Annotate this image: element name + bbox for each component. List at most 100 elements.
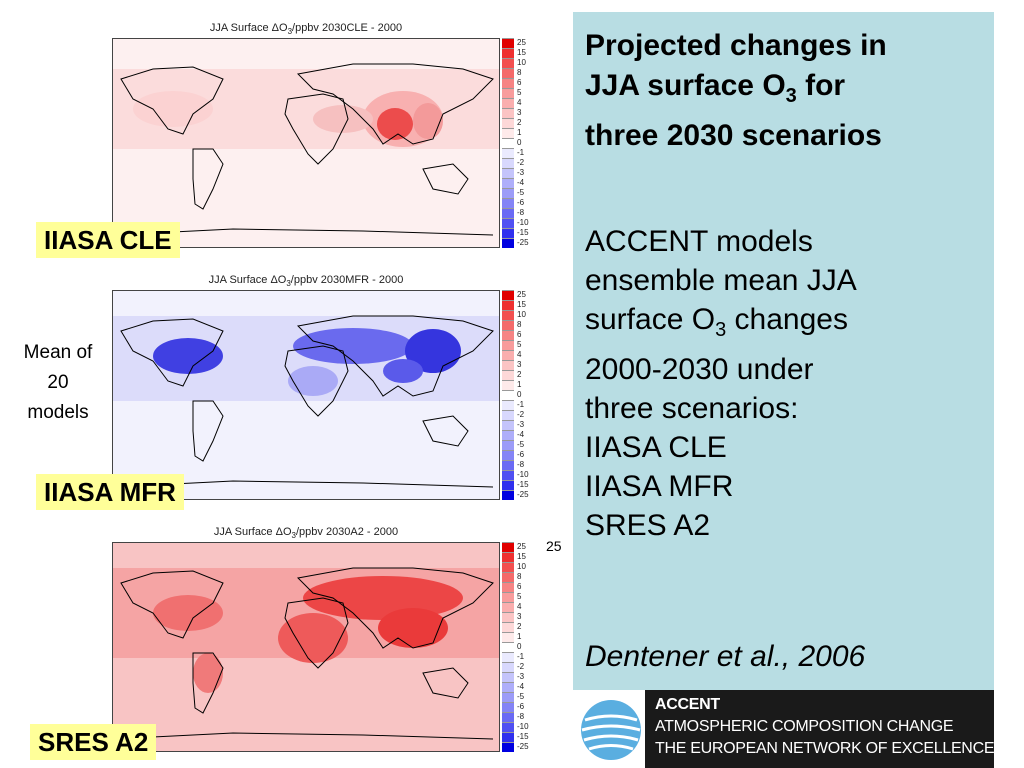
colorbar-tick-label: -25 (517, 742, 529, 751)
colorbar-swatch (502, 128, 514, 138)
colorbar-tick-label: 3 (517, 108, 522, 117)
colorbar-tick-label: -6 (517, 450, 525, 459)
colorbar-tick-label: -25 (517, 490, 529, 499)
colorbar-tick-label: 5 (517, 592, 522, 601)
colorbar-tick-label: 15 (517, 300, 526, 309)
colorbar-swatch (502, 38, 514, 48)
map-panel-a2: JJA Surface ΔO3/ppbv 2030A2 - 2000 25 1 5 1… (112, 522, 529, 756)
logo-line-accent: ACCENT (655, 696, 720, 713)
ozone-map-mfr (113, 291, 499, 499)
scenario-label-a2: SRES A2 (30, 724, 157, 760)
colorbar-tick-label: 4 (517, 98, 522, 107)
map-title-mfr: JJA Surface ΔO3/ppbv 2030MFR - 2000 (208, 274, 404, 289)
colorbar-swatch (502, 742, 514, 752)
colorbar-swatch (502, 320, 514, 330)
colorbar-tick-label: -5 (517, 188, 525, 197)
mean-of-models-note: Mean of 20 models (23, 342, 93, 423)
colorbar-swatch (502, 360, 514, 370)
colorbar-swatch (502, 380, 514, 390)
colorbar-tick-label: -2 (517, 662, 525, 671)
colorbar-swatch (502, 420, 514, 430)
colorbar-tick-label: 1 (517, 632, 522, 641)
colorbar-swatch (502, 390, 514, 400)
colorbar-tick-label: 25 (517, 542, 526, 551)
colorbar-swatch (502, 552, 514, 562)
colorbar-tick-label: 8 (517, 320, 522, 329)
colorbar-swatch (502, 188, 514, 198)
colorbar-tick-label: 0 (517, 642, 522, 651)
colorbar-tick-label: -5 (517, 692, 525, 701)
accent-logo-text: ACCENT ATMOSPHERIC COMPOSITION CHANGE TH… (645, 690, 995, 768)
colorbar-tick-label: -6 (517, 702, 525, 711)
colorbar-tick-label: -5 (517, 440, 525, 449)
colorbar-swatch (502, 98, 514, 108)
colorbar-swatch (502, 672, 514, 682)
citation: Dentener et al., 2006 (585, 640, 866, 673)
colorbar-tick-label: 6 (517, 582, 522, 591)
colorbar-swatch (502, 682, 514, 692)
colorbar-swatch (502, 118, 514, 128)
colorbar-swatch (502, 430, 514, 440)
colorbar-swatch (502, 68, 514, 78)
colorbar-tick-label: 15 (517, 48, 526, 57)
scenario-label-cle: IIASA CLE (36, 222, 180, 258)
colorbar-swatch (502, 238, 514, 248)
colorbar-swatch (502, 350, 514, 360)
colorbar-tick-label: -10 (517, 470, 529, 479)
colorbar-tick-label: 10 (517, 562, 526, 571)
colorbar-tick-label: -2 (517, 410, 525, 419)
colorbar-tick-label: -8 (517, 460, 525, 469)
world-map-a2 (112, 542, 500, 752)
colorbar-tick-label: 0 (517, 390, 522, 399)
colorbar-swatch (502, 652, 514, 662)
colorbar-tick-label: -25 (517, 238, 529, 247)
colorbar-swatch (502, 290, 514, 300)
map-title-a2: JJA Surface ΔO3/ppbv 2030A2 - 2000 (213, 526, 399, 541)
colorbar-tick-label: -2 (517, 158, 525, 167)
colorbar-swatch (502, 168, 514, 178)
colorbar-tick-label: -15 (517, 732, 529, 741)
description-panel: Projected changes in JJA surface O3 for … (573, 12, 994, 690)
colorbar-tick-label: 1 (517, 128, 522, 137)
colorbar-tick-label: -8 (517, 712, 525, 721)
colorbar-tick-label: -4 (517, 178, 525, 187)
colorbar-swatch (502, 208, 514, 218)
map-panel-mfr: JJA Surface ΔO3/ppbv 2030MFR - 2000 25 15… (112, 270, 529, 504)
colorbar-swatch (502, 228, 514, 238)
colorbar-tick-label: 4 (517, 350, 522, 359)
colorbar-swatch (502, 440, 514, 450)
logo-line-3: THE EUROPEAN NETWORK OF EXCELLENCE (655, 740, 995, 757)
colorbar-swatch (502, 58, 514, 68)
colorbar-swatch (502, 158, 514, 168)
colorbar-tick-label: -3 (517, 672, 525, 681)
colorbar-tick-label: 8 (517, 572, 522, 581)
colorbar-tick-label: 5 (517, 88, 522, 97)
colorbar-swatch (502, 602, 514, 612)
colorbar-tick-label: -3 (517, 168, 525, 177)
colorbar-tick-label: -1 (517, 652, 525, 661)
colorbar-tick-label: 4 (517, 602, 522, 611)
colorbar-swatch (502, 370, 514, 380)
colorbar-swatch (502, 722, 514, 732)
colorbar-swatch (502, 330, 514, 340)
map-panel-cle: JJA Surface ΔO3/ppbv 2030CLE - 2000 25 15… (112, 18, 529, 252)
colorbar-swatch (502, 218, 514, 228)
colorbar-tick-label: 0 (517, 138, 522, 147)
colorbar-swatch (502, 480, 514, 490)
logo-line-2: ATMOSPHERIC COMPOSITION CHANGE (655, 718, 954, 735)
colorbar-swatch (502, 198, 514, 208)
colorbar-tick-label: -4 (517, 430, 525, 439)
world-map-mfr (112, 290, 500, 500)
colorbar-swatch (502, 148, 514, 158)
colorbar-swatch (502, 460, 514, 470)
colorbar-tick-label: -8 (517, 208, 525, 217)
colorbar-swatch (502, 612, 514, 622)
colorbar-swatch (502, 178, 514, 188)
ozone-map-cle (113, 39, 499, 247)
colorbar-swatch (502, 490, 514, 500)
colorbar-tick-label: 3 (517, 612, 522, 621)
colorbar-swatch (502, 340, 514, 350)
colorbar-swatch (502, 542, 514, 552)
colorbar-swatch (502, 732, 514, 742)
colorbar-tick-label: 10 (517, 310, 526, 319)
